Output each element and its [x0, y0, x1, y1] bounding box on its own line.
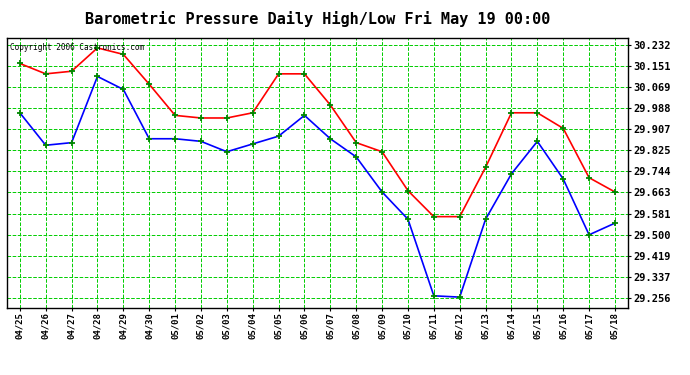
- Text: Barometric Pressure Daily High/Low Fri May 19 00:00: Barometric Pressure Daily High/Low Fri M…: [85, 11, 550, 27]
- Text: Copyright 2006 Castronics.com: Copyright 2006 Castronics.com: [10, 43, 144, 52]
